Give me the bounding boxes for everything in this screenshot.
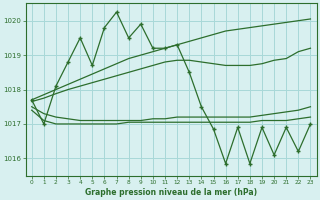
X-axis label: Graphe pression niveau de la mer (hPa): Graphe pression niveau de la mer (hPa) bbox=[85, 188, 257, 197]
